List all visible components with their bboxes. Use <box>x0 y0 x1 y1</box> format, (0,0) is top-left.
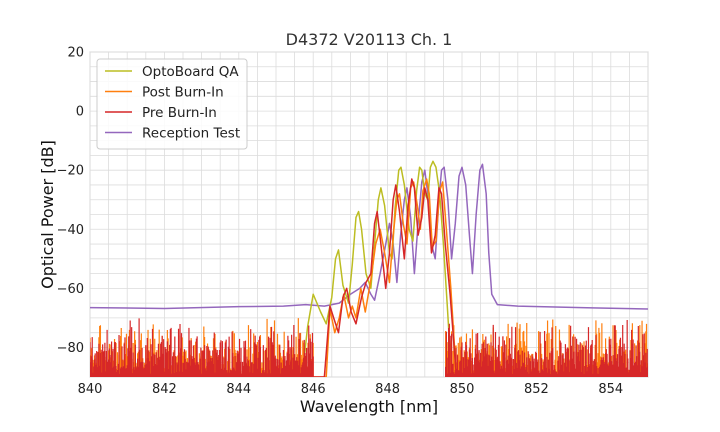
series-line <box>90 160 648 377</box>
x-tick-label: 850 <box>450 382 475 397</box>
series-line <box>90 178 648 377</box>
series-optoboard-qa <box>90 160 648 377</box>
x-tick-label: 848 <box>375 382 400 397</box>
y-axis-label: Optical Power [dB] <box>38 140 57 289</box>
series-line <box>90 178 648 377</box>
legend-label-optoboard-qa: OptoBoard QA <box>142 64 239 80</box>
x-tick-label: 854 <box>598 382 623 397</box>
x-tick-label: 844 <box>226 382 251 397</box>
legend-label-pre-burn-in: Pre Burn-In <box>142 105 217 121</box>
series-pre-burn-in <box>90 178 648 377</box>
series-layer <box>90 160 648 377</box>
x-tick-labels: 840 842 844 846 848 850 852 854 <box>78 382 624 397</box>
y-tick-label: −80 <box>57 341 84 356</box>
chart-title: D4372 V20113 Ch. 1 <box>286 30 453 49</box>
noise-floor <box>90 318 648 377</box>
legend-label-reception-test: Reception Test <box>142 126 240 142</box>
y-tick-label: −20 <box>57 164 84 179</box>
legend-frame <box>96 58 248 150</box>
legend-label-post-burn-in: Post Burn-In <box>142 85 224 101</box>
y-tick-labels: 20 0 −20 −40 −60 −80 <box>57 46 84 356</box>
legend: OptoBoard QA Post Burn-In Pre Burn-In Recep… <box>96 58 248 150</box>
y-tick-label: −40 <box>57 223 84 238</box>
x-tick-label: 852 <box>524 382 549 397</box>
x-tick-label: 842 <box>152 382 177 397</box>
x-axis-label: Wavelength [nm] <box>300 397 438 416</box>
y-tick-label: 20 <box>67 46 84 61</box>
x-tick-label: 846 <box>301 382 326 397</box>
y-tick-label: 0 <box>76 105 84 120</box>
y-tick-label: −60 <box>57 282 84 297</box>
x-tick-label: 840 <box>78 382 103 397</box>
